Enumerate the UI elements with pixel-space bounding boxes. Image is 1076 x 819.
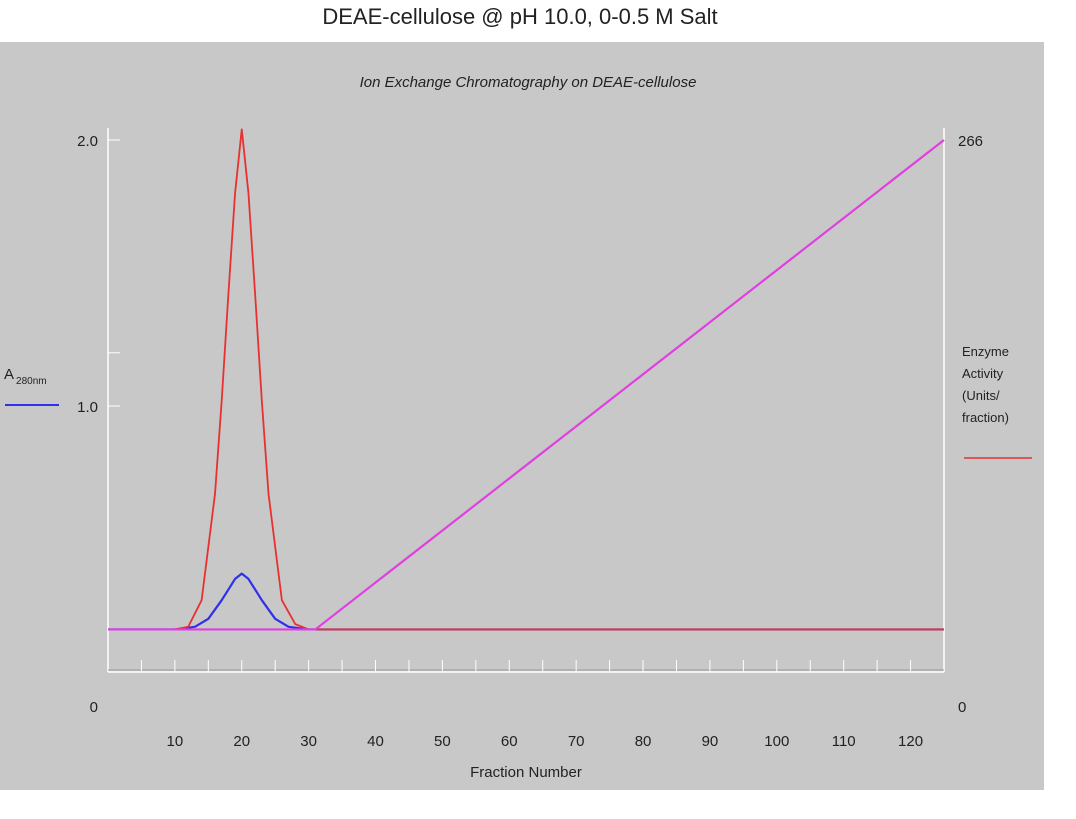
absorbance-line [108,572,944,631]
y-axis-left-label: A 280nm [4,366,47,387]
y-axis-left-label-sub: 280nm [16,376,47,387]
y-axis-right-label-line: Enzyme [962,344,1009,359]
enzyme-line [108,128,944,631]
x-tick-label: 40 [367,733,384,750]
y-left-tick-label: 0 [90,699,98,716]
chart-title: Ion Exchange Chromatography on DEAE-cell… [360,74,697,91]
y-left-tick-label: 2.0 [77,133,98,150]
x-tick-label: 120 [898,733,923,750]
y-axis-right-label: Enzyme Activity (Units/fraction) [962,344,1009,425]
y-right-tick-label: 0 [958,699,966,716]
x-tick-label: 90 [702,733,719,750]
x-tick-label: 50 [434,733,451,750]
series-lines [108,128,945,631]
x-tick-label: 100 [764,733,789,750]
y-right-tick-label: 266 [958,133,983,150]
y-axis-right-label-line: fraction) [962,410,1009,425]
chart-panel: Ion Exchange Chromatography on DEAE-cell… [0,42,1044,790]
y-left-tick-label: 1.0 [77,399,98,416]
y-axis-right-label-line: Activity [962,366,1004,381]
axes [107,128,945,673]
tick-marks [108,139,912,672]
tick-labels: 10 20 30 40 50 60 70 80 90 100 110 120 0 1.0 2.0 0 266 [77,133,983,750]
y-axis-right-label-line: (Units/ [962,388,1000,403]
x-tick-label: 10 [167,733,184,750]
x-tick-label: 70 [568,733,585,750]
x-tick-label: 80 [635,733,652,750]
x-tick-label: 20 [233,733,250,750]
x-tick-label: 110 [832,733,856,750]
salt_gradient-line [108,139,945,631]
x-tick-label: 30 [300,733,317,750]
chromatogram-chart: Ion Exchange Chromatography on DEAE-cell… [4,74,1032,781]
page-title: DEAE-cellulose @ pH 10.0, 0-0.5 M Salt [322,4,718,29]
x-tick-label: 60 [501,733,518,750]
y-axis-left-label-main: A [4,366,14,383]
x-axis-label: Fraction Number [470,764,582,781]
